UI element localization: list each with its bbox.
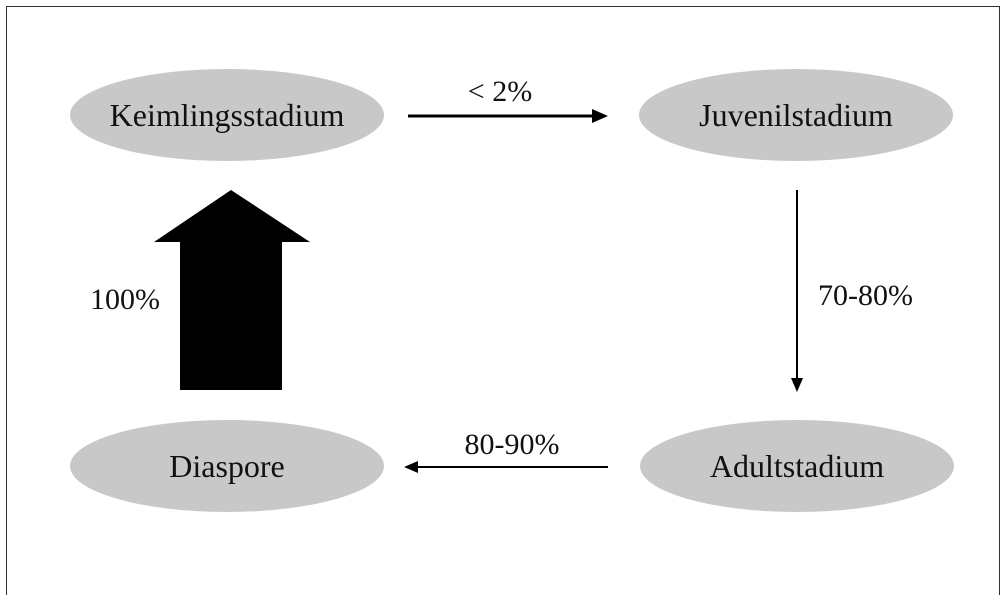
transition-diaspore-keimling-label: 100% — [90, 283, 160, 316]
stage-adult-ellipse — [640, 420, 954, 512]
stage-keimling-label: Keimlingsstadium — [110, 97, 345, 133]
stage-adult-label: Adultstadium — [710, 448, 884, 484]
transition-juvenil-adult-label: 70-80% — [818, 279, 913, 312]
stage-diaspore-ellipse — [70, 420, 384, 512]
stage-keimling-ellipse — [70, 69, 384, 161]
arrow-diaspore-to-keimling — [154, 190, 310, 390]
diagram-frame — [6, 6, 1000, 595]
arrow-adult-to-diaspore — [404, 461, 608, 473]
arrow-keimling-to-juvenil — [408, 109, 608, 123]
transition-adult-diaspore-label: 80-90% — [465, 428, 560, 461]
transition-keimling-juvenil-label: < 2% — [468, 75, 532, 108]
stage-juvenil-ellipse — [639, 69, 953, 161]
stage-diaspore-label: Diaspore — [169, 448, 285, 484]
arrow-juvenil-to-adult — [791, 190, 803, 392]
stage-juvenil-label: Juvenilstadium — [699, 97, 893, 133]
